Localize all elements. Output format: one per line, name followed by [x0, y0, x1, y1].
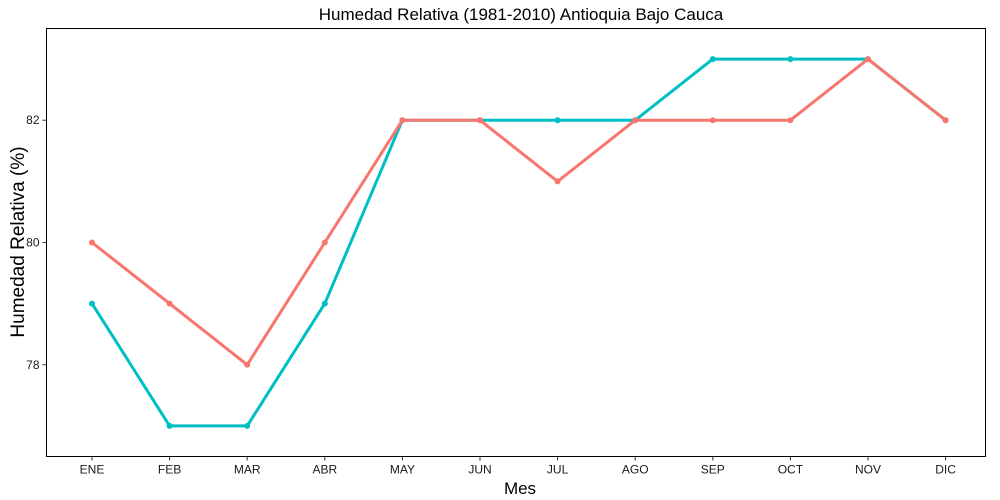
data-point	[477, 117, 483, 124]
y-tick-label: 78	[26, 358, 40, 372]
plot-panel	[46, 28, 986, 457]
data-point	[89, 239, 95, 246]
x-tick-label: JUL	[547, 463, 569, 477]
data-point	[787, 117, 794, 124]
data-point	[166, 300, 173, 307]
x-tick-label: OCT	[778, 463, 804, 477]
series-2	[89, 56, 949, 368]
x-tick-label: JUN	[468, 463, 491, 477]
data-point	[787, 56, 794, 63]
x-tick-label: DIC	[935, 463, 956, 477]
data-point	[321, 239, 328, 246]
data-point	[399, 117, 406, 124]
data-point	[244, 361, 251, 368]
data-point	[942, 117, 949, 124]
chart-title: Humedad Relativa (1981-2010) Antioquia B…	[319, 5, 724, 24]
y-tick-label: 82	[26, 113, 40, 127]
y-axis: 78 80 82	[26, 113, 47, 372]
data-point	[709, 117, 716, 124]
x-tick-label: FEB	[158, 463, 181, 477]
x-tick-label: ABR	[312, 463, 337, 477]
data-point	[554, 117, 561, 124]
data-point	[321, 300, 328, 307]
x-tick-label: ENE	[80, 463, 105, 477]
x-tick-label: AGO	[622, 463, 649, 477]
y-tick-label: 80	[26, 236, 40, 250]
data-point	[865, 56, 871, 63]
data-point	[166, 422, 173, 429]
data-point	[709, 56, 716, 63]
data-point	[89, 300, 95, 307]
x-tick-label: MAR	[234, 463, 261, 477]
x-tick-label: SEP	[701, 463, 725, 477]
series-line	[90, 57, 948, 367]
x-axis: ENE FEB MAR ABR MAY JUN JUL AGO SEP OCT NOV DIC	[80, 456, 956, 477]
series-layer	[89, 56, 949, 429]
x-tick-label: NOV	[855, 463, 881, 477]
x-axis-title: Mes	[504, 479, 536, 498]
y-axis-title: Humedad Relativa (%)	[8, 146, 29, 337]
data-point	[554, 178, 561, 185]
data-point	[244, 422, 251, 429]
series-1	[89, 56, 949, 429]
x-tick-label: MAY	[390, 463, 415, 477]
data-point	[632, 117, 639, 124]
series-line	[90, 57, 948, 428]
